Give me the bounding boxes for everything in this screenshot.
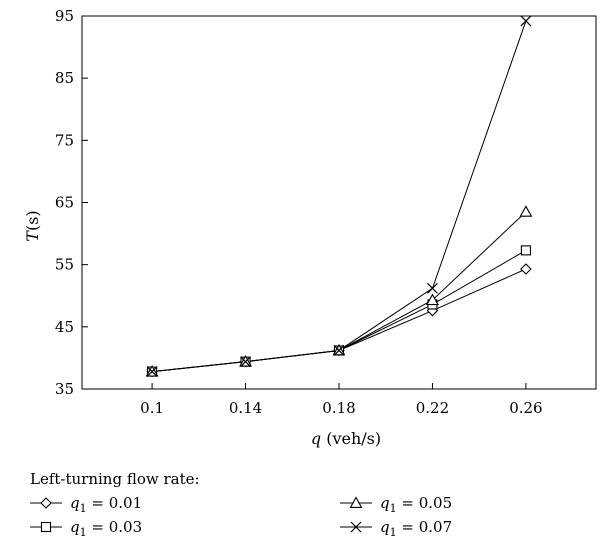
y-tick-label: 55	[55, 256, 74, 274]
data-point-x	[240, 356, 251, 368]
legend-item: q1 = 0.03	[30, 518, 142, 539]
x-axis: 0.1 0.14 0.18 0.22 0.26	[140, 383, 543, 417]
series-line	[152, 20, 527, 373]
y-axis-title: T(s)	[23, 210, 42, 241]
legend-title: Left-turning flow rate:	[30, 470, 200, 488]
x-tick-label: 0.1	[140, 399, 164, 417]
series-markers-x	[146, 15, 532, 378]
series-layer	[145, 15, 533, 378]
data-point-diamond	[520, 263, 532, 275]
x-tick-label: 0.26	[509, 399, 542, 417]
legend: q1 = 0.01 q1 = 0.03 q1 = 0.05 q1 = 0.07	[30, 494, 452, 539]
legend-label: q1 = 0.01	[70, 494, 142, 515]
plot-frame	[81, 15, 597, 390]
legend-marker-diamond	[40, 497, 52, 509]
legend-label: q1 = 0.07	[380, 518, 452, 539]
data-point-square	[520, 245, 531, 256]
y-tick-label: 35	[55, 380, 74, 398]
data-point-x	[333, 345, 345, 356]
y-tick-label: 45	[55, 318, 74, 336]
legend-item: q1 = 0.07	[340, 518, 452, 539]
legend-marker-triangle	[349, 496, 363, 508]
data-point-triangle	[519, 205, 533, 217]
y-tick-label: 85	[55, 69, 74, 87]
legend-item: q1 = 0.05	[340, 494, 452, 515]
legend-item: q1 = 0.01	[30, 494, 142, 515]
x-tick-label: 0.22	[416, 399, 449, 417]
x-axis-title: q (veh/s)	[311, 429, 381, 448]
legend-label: q1 = 0.03	[70, 518, 142, 539]
y-axis: 35 45 55 65 75 85 95	[55, 7, 88, 398]
y-tick-label: 65	[55, 194, 74, 212]
series-markers-square	[147, 245, 531, 377]
series-x	[152, 20, 527, 373]
x-tick-label: 0.18	[322, 399, 355, 417]
y-tick-label: 75	[55, 131, 74, 149]
legend-marker-square	[40, 521, 52, 533]
y-tick-label: 95	[55, 7, 74, 25]
data-point-x	[146, 366, 158, 378]
x-tick-label: 0.14	[229, 399, 262, 417]
legend-marker-x	[350, 521, 362, 533]
data-point-x	[520, 15, 532, 27]
plot-border	[81, 15, 597, 390]
data-point-x	[427, 282, 438, 294]
data-point-triangle	[426, 293, 439, 306]
legend-label: q1 = 0.05	[380, 494, 452, 515]
